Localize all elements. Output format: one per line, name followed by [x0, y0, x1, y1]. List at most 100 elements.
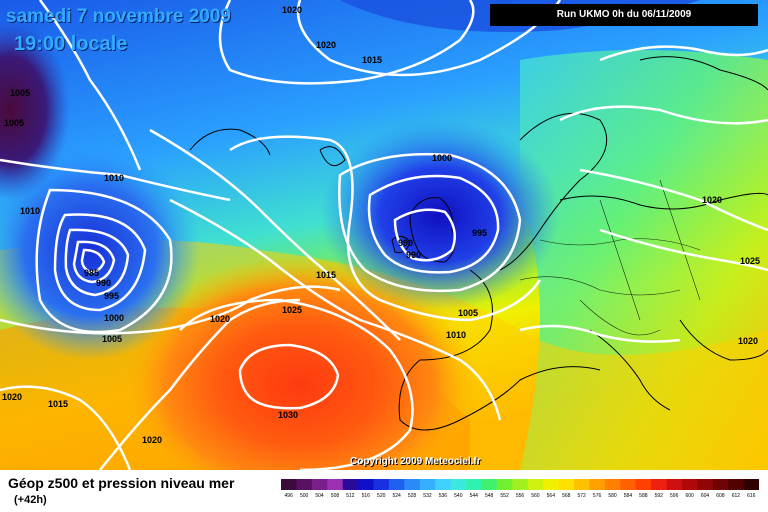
color-scale-tick-label: 552	[500, 493, 509, 499]
isobar-label: 1025	[282, 305, 302, 315]
isobar-label: 1020	[282, 5, 302, 15]
color-scale-cell	[712, 479, 729, 490]
color-scale-cell	[635, 479, 652, 490]
color-scale-cell	[558, 479, 575, 490]
color-scale-cell	[620, 479, 637, 490]
color-scale-tick-label: 576	[593, 493, 602, 499]
weather-map-svg: 1020 1020 1015 1005 1005 1010 1010 1000 …	[0, 0, 768, 470]
isobar-1025-east	[599, 228, 768, 272]
isobar-label: 1020	[2, 392, 22, 402]
isobar-label: 1015	[48, 399, 68, 409]
legend-lead-time: (+42h)	[14, 494, 47, 506]
isobar-label: 1015	[362, 55, 382, 65]
color-scale-cell	[358, 479, 375, 490]
isobar-1020-central	[579, 168, 768, 232]
isobar-990-north-sea	[393, 208, 457, 262]
isobar-1005-mid	[229, 135, 542, 322]
color-scale-tick-label: 528	[408, 493, 417, 499]
color-scale-cell	[388, 479, 405, 490]
copyright-notice: Copyright 2009 Meteociel.fr	[350, 456, 481, 467]
isobar-label: 1000	[432, 153, 452, 163]
isobar-1020-northeast	[599, 45, 768, 62]
isobar-1010-west	[0, 158, 231, 202]
isobar-label: 995	[104, 291, 119, 301]
isobar-label: 1005	[4, 118, 24, 128]
scandinavia-coast	[499, 112, 608, 271]
isobars	[0, 0, 768, 470]
great-britain-coast	[409, 197, 456, 263]
color-scale-cell	[681, 479, 698, 490]
color-scale-tick-label: 568	[562, 493, 571, 499]
isobar-label: 1005	[102, 334, 122, 344]
legend-title: Géop z500 et pression niveau mer	[8, 475, 235, 491]
color-scale-tick-label: 608	[716, 493, 725, 499]
coastlines	[189, 56, 768, 431]
isobar-1020-east	[559, 105, 768, 125]
color-scale-tick-label: 516	[362, 493, 371, 499]
color-scale-tick-label: 588	[639, 493, 648, 499]
isobar-label: 995	[472, 228, 487, 238]
polar-low-fill	[0, 20, 70, 200]
color-scale-tick-label: 560	[531, 493, 540, 499]
baltic-coast	[559, 192, 768, 210]
iceland-coast	[189, 128, 271, 156]
color-scale-tick-label: 544	[470, 493, 479, 499]
color-scale-tick-label: 596	[670, 493, 679, 499]
color-scale-tick-label: 512	[346, 493, 355, 499]
color-scale-cell	[697, 479, 714, 490]
isobar-label: 1020	[738, 336, 758, 346]
forecast-local-time: 19:00 locale	[14, 33, 128, 55]
color-scale-cell	[743, 479, 759, 490]
color-scale-cell	[481, 479, 498, 490]
high-pressure-fill	[120, 255, 480, 470]
color-scale-tick-label: 532	[423, 493, 432, 499]
isobar-label: 1010	[446, 330, 466, 340]
isobar-1000-north-sea	[338, 152, 522, 293]
color-scale-cell	[589, 479, 606, 490]
atlantic-low-fill	[0, 140, 200, 360]
color-scale-cell	[311, 479, 328, 490]
isobar-1020-north	[218, 0, 475, 85]
north-sea-low-fill	[320, 120, 560, 310]
color-scale-cell	[435, 479, 452, 490]
isobar-995-north-sea	[367, 174, 500, 274]
color-scale-tick-label: 580	[608, 493, 617, 499]
balkan-coast	[679, 319, 768, 361]
color-scale-tick-label: 520	[377, 493, 386, 499]
isobar-label: 1020	[210, 314, 230, 324]
color-scale-tick-label: 612	[732, 493, 741, 499]
color-scale-tick-label: 548	[485, 493, 494, 499]
italy-coast	[589, 329, 671, 411]
color-scale-cell	[466, 479, 482, 490]
isobar-label: 1005	[10, 88, 30, 98]
isobar-label: 1020	[316, 40, 336, 50]
isobar-label: 1025	[740, 256, 760, 266]
color-scale-tick-label: 564	[547, 493, 556, 499]
color-scale-tick-label: 592	[655, 493, 664, 499]
forecast-date: samedi 7 novembre 2009	[6, 6, 231, 27]
color-scale-tick-label: 540	[454, 493, 463, 499]
isobar-1005-atlantic	[35, 188, 173, 334]
isobar-label: 1005	[458, 308, 478, 318]
isobar-1010-mid	[169, 198, 502, 421]
isobar-label: 1030	[278, 410, 298, 420]
isobar-labels: 1020 1020 1015 1005 1005 1010 1010 1000 …	[2, 5, 760, 445]
color-scale-cell	[419, 479, 436, 490]
isobar-label: 1000	[104, 313, 124, 323]
isobar-1015-north	[296, 0, 562, 77]
isobar-1020-south	[99, 298, 301, 470]
color-scale-cell	[604, 479, 621, 490]
color-scale-tick-label: 508	[331, 493, 340, 499]
color-scale-tick-label: 496	[285, 493, 294, 499]
color-scale-cell	[512, 479, 529, 490]
isobar-1030	[238, 343, 340, 410]
color-scale-tick-label: 584	[624, 493, 633, 499]
color-scale-cell	[543, 479, 560, 490]
color-scale-cell	[666, 479, 683, 490]
model-run-info: Run UKMO 0h du 06/11/2009	[490, 4, 758, 26]
isobar-label: 1020	[142, 435, 162, 445]
color-scale-tick-label: 504	[315, 493, 324, 499]
isobar-1005-west	[38, 0, 142, 171]
isobar-1015-southeast	[519, 324, 681, 343]
